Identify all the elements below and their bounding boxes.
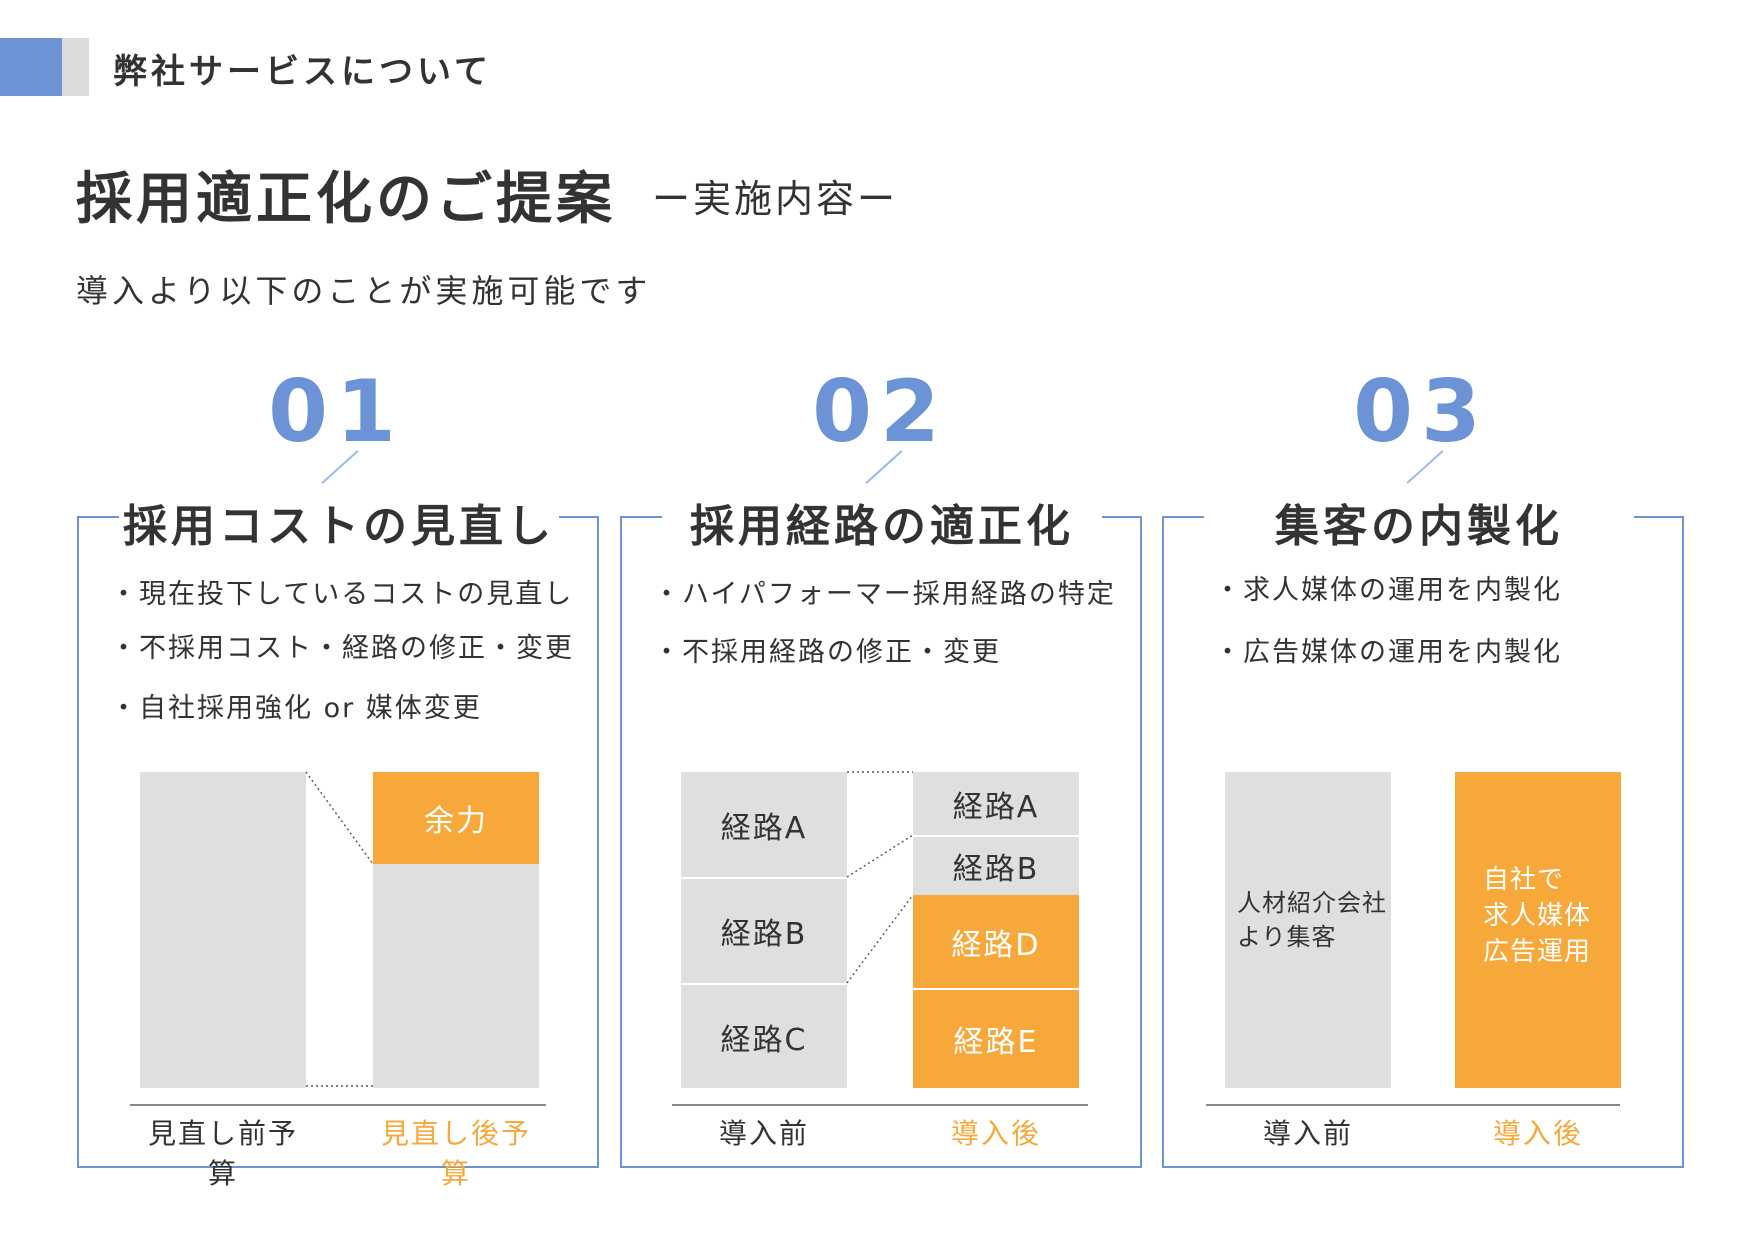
panel-3-title: 集客の内製化 — [1275, 501, 1563, 552]
panel-3-axis-before: 導入前 — [1262, 1117, 1353, 1150]
panel-2-before-route-a: 経路A — [681, 772, 847, 877]
panel-3-after-block: 自社で 求人媒体 広告運用 — [1455, 772, 1621, 1088]
panel-2-before-route-b: 経路B — [681, 877, 847, 983]
panel-2-after-route-d: 経路D — [913, 895, 1079, 988]
panel-2-after-route-b: 経路B — [913, 835, 1079, 895]
panel-3-before-text: 人材紹介会社 より集客 — [1237, 889, 1387, 951]
panel-3-frame — [1162, 516, 1684, 1168]
page-subtitle: ー実施内容ー — [652, 177, 899, 221]
header-accent-blue — [0, 38, 62, 96]
panel-2-title: 採用経路の適正化 — [690, 501, 1074, 552]
panel-2-top-line-right — [1102, 516, 1142, 518]
panel-2-frame — [620, 516, 1142, 1168]
panel-3-top-line-right — [1634, 516, 1684, 518]
panel-2-number: 02 — [812, 362, 948, 462]
panel-2-axis-before: 導入前 — [718, 1117, 809, 1150]
panel-3-before-block: 人材紹介会社 より集客 — [1225, 772, 1391, 1088]
panel-2-axis-after: 導入後 — [950, 1117, 1041, 1150]
panel-1-bullet-1: ・現在投下しているコストの見直し — [110, 579, 574, 610]
panel-1-title: 採用コストの見直し — [123, 501, 555, 552]
lead-text: 導入より以下のことが実施可能です — [76, 272, 652, 310]
panel-2-after-route-e: 経路E — [913, 988, 1079, 1088]
panel-1-top-line-right — [559, 516, 599, 518]
panel-1-axis-before: 見直し前予算 — [147, 1117, 298, 1190]
panel-1-axis-after: 見直し後予算 — [380, 1117, 531, 1190]
panel-2-top-line-left — [620, 516, 662, 518]
header-accent-gray — [62, 38, 89, 96]
panel-3-bullet-1: ・求人媒体の運用を内製化 — [1214, 575, 1562, 606]
panel-3-axis-after: 導入後 — [1492, 1117, 1583, 1150]
panel-1-bullet-2: ・不採用コスト・経路の修正・変更 — [110, 633, 574, 664]
panel-2-after-route-a: 経路A — [913, 772, 1079, 835]
panel-2-bullet-2: ・不採用経路の修正・変更 — [653, 637, 1001, 668]
panel-1-after-block — [373, 864, 539, 1088]
panel-3-top-line-left — [1162, 516, 1204, 518]
panel-1-baseline — [130, 1104, 546, 1106]
panel-1-frame — [77, 516, 599, 1168]
page-title: 採用適正化のご提案 — [76, 167, 616, 232]
panel-3-baseline — [1206, 1104, 1620, 1106]
panel-3-after-text: 自社で 求人媒体 広告運用 — [1483, 865, 1592, 967]
panel-3-number: 03 — [1353, 362, 1489, 462]
section-label: 弊社サービスについて — [113, 52, 492, 92]
panel-1-surplus-block: 余力 — [373, 772, 539, 864]
panel-3-bullet-2: ・広告媒体の運用を内製化 — [1214, 637, 1562, 668]
panel-2-bullet-1: ・ハイパフォーマー採用経路の特定 — [653, 579, 1116, 610]
panel-1-number: 01 — [268, 362, 404, 462]
panel-1-top-line-left — [77, 516, 119, 518]
panel-1-before-block — [140, 772, 306, 1088]
panel-2-baseline — [672, 1104, 1088, 1106]
panel-2-before-route-c: 経路C — [681, 983, 847, 1088]
panel-1-bullet-3: ・自社採用強化 or 媒体変更 — [110, 693, 482, 724]
